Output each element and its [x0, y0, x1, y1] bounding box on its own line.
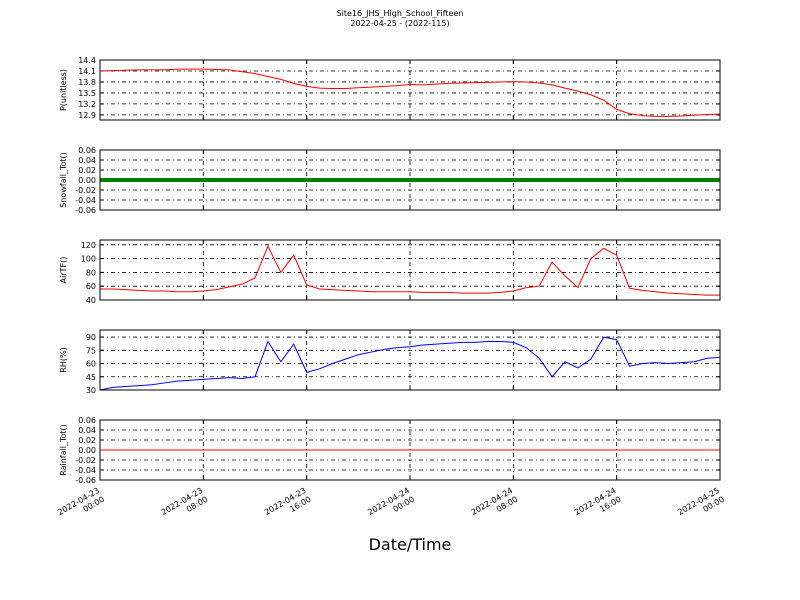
y-tick-label: 0.04	[78, 156, 96, 165]
y-tick-label: 30	[86, 386, 96, 395]
y-tick-label: -0.04	[75, 196, 96, 205]
y-axis-label: P(unitless)	[59, 69, 68, 111]
data-line	[100, 244, 720, 296]
y-tick-label: -0.04	[75, 466, 96, 475]
y-tick-label: 120	[81, 241, 96, 250]
y-tick-label: 14.4	[78, 56, 96, 65]
axes-frame	[99, 239, 721, 301]
y-tick-label: 0.02	[78, 436, 96, 445]
plot-area	[100, 68, 720, 117]
chart-title: Site16_JHS_High_School_Fifteen	[337, 9, 464, 18]
y-tick-label: 80	[86, 268, 96, 277]
y-tick-label: 13.2	[78, 100, 96, 109]
y-axis-label: RH(%)	[59, 347, 68, 372]
y-tick-label: 13.8	[78, 78, 96, 87]
y-tick-label: 90	[86, 333, 96, 342]
plot-area	[100, 336, 720, 390]
y-tick-label: 0.04	[78, 426, 96, 435]
y-axis-label: AirTF()	[59, 257, 68, 284]
y-axis-label: Rainfall_Tot()	[59, 424, 68, 476]
y-tick-label: 0.00	[78, 446, 96, 455]
y-tick-label: 40	[86, 296, 96, 305]
y-tick-label: 100	[81, 255, 96, 264]
y-tick-label: 60	[86, 360, 96, 369]
y-tick-label: 0.02	[78, 166, 96, 175]
y-tick-label: -0.02	[75, 456, 96, 465]
data-line	[100, 68, 720, 117]
y-tick-label: 14.1	[78, 67, 96, 76]
axes-frame	[99, 59, 721, 121]
y-tick-label: -0.06	[75, 476, 96, 485]
y-tick-label: 13.5	[78, 89, 96, 98]
y-tick-label: 0.00	[78, 176, 96, 185]
y-tick-label: -0.02	[75, 186, 96, 195]
y-tick-label: 12.9	[78, 111, 96, 120]
y-tick-label: 75	[86, 346, 96, 355]
y-tick-label: 0.06	[78, 416, 96, 425]
y-axis-label: Snowfall_Tot()	[59, 152, 68, 208]
x-axis-label: Date/Time	[369, 535, 452, 554]
axes-frame	[99, 149, 721, 211]
y-tick-label: 0.06	[78, 146, 96, 155]
data-line	[100, 336, 720, 390]
y-tick-label: 60	[86, 282, 96, 291]
y-tick-label: 45	[86, 373, 96, 382]
plot-area	[100, 244, 720, 296]
axes-frame	[99, 329, 721, 391]
chart-subtitle: 2022-04-25 - (2022-115)	[350, 19, 449, 28]
axes-frame	[99, 419, 721, 481]
y-tick-label: -0.06	[75, 206, 96, 215]
